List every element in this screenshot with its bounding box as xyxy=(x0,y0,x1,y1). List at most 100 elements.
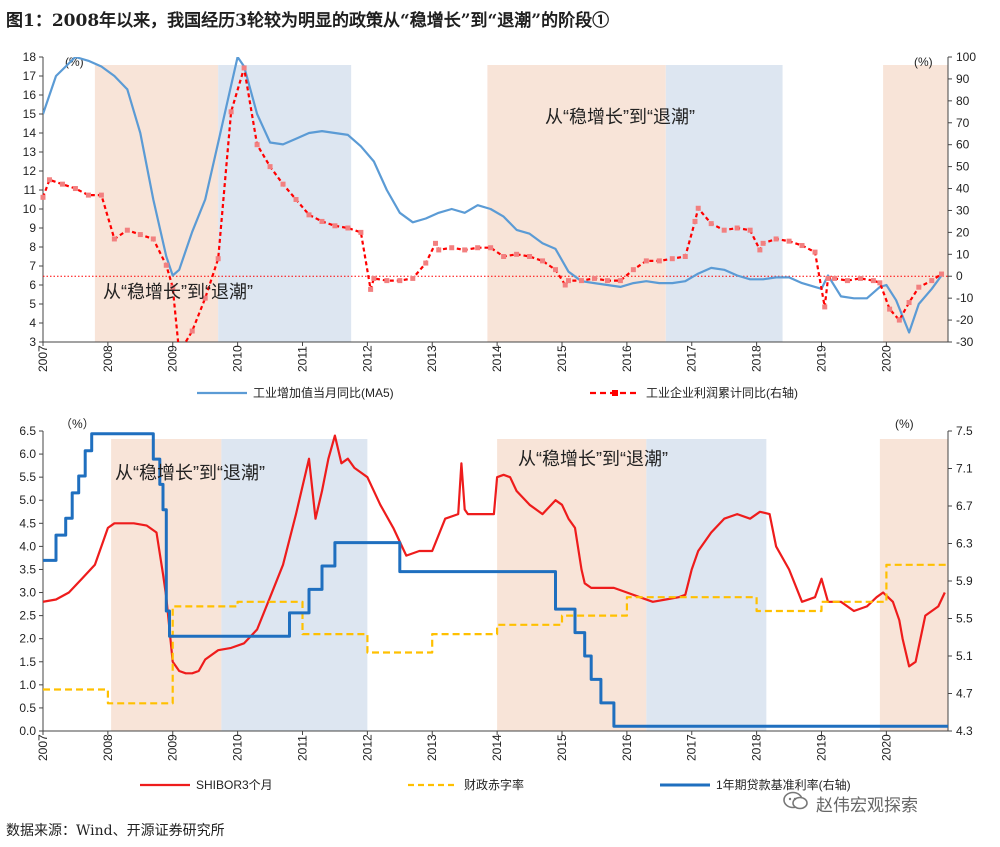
series-marker xyxy=(202,295,208,301)
left-tick-label: 4.5 xyxy=(19,516,36,530)
series-marker xyxy=(896,317,902,323)
series-marker xyxy=(59,181,65,187)
series-marker xyxy=(773,236,779,242)
left-tick-label: 3.5 xyxy=(19,562,36,576)
left-tick-label: 4 xyxy=(29,316,36,330)
x-tick-label: 2017 xyxy=(685,734,699,761)
top-panel: 3 4 5 6 7 8 9 10 11 12 13 14 15 16 17 18 -30 -20 -10 0 10 20 3… xyxy=(23,50,977,400)
series-marker xyxy=(280,181,286,187)
series-marker xyxy=(617,278,623,284)
series-marker xyxy=(241,65,247,71)
x-tick-label: 2015 xyxy=(555,345,569,372)
series-marker xyxy=(488,245,494,251)
left-tick-label: 5.0 xyxy=(19,493,36,507)
left-tick-label: 3.0 xyxy=(19,586,36,600)
x-tick-label: 2012 xyxy=(360,734,374,761)
series-marker xyxy=(630,267,636,273)
series-marker xyxy=(757,247,763,253)
left-tick-label: 15 xyxy=(23,107,37,121)
left-tick-label: 2.0 xyxy=(19,632,36,646)
series-marker xyxy=(760,240,766,246)
series-marker xyxy=(604,278,610,284)
legend-label: 1年期贷款基准利率(右轴) xyxy=(716,777,851,792)
series-marker xyxy=(332,223,338,229)
series-marker xyxy=(514,251,520,257)
series-marker xyxy=(553,267,559,273)
right-tick-label: 100 xyxy=(956,50,976,64)
x-tick-label: 2009 xyxy=(166,734,180,761)
watermark: 赵伟宏观探索 xyxy=(782,790,918,817)
series-marker xyxy=(682,254,688,259)
right-tick-label: -20 xyxy=(956,313,974,327)
right-tick-label: 80 xyxy=(956,94,970,108)
right-axis-unit: (%) xyxy=(895,417,914,431)
x-tick-label: 2009 xyxy=(166,345,180,372)
series-marker xyxy=(254,142,260,148)
series-line-0 xyxy=(43,434,946,675)
shaded-period-easing xyxy=(487,65,666,342)
right-tick-label: 5.5 xyxy=(956,612,973,626)
right-axis-unit: (%) xyxy=(914,55,933,69)
annotation-text: 从“稳增长”到“退潮” xyxy=(115,463,265,483)
x-tick-label: 2016 xyxy=(620,734,634,761)
series-marker xyxy=(345,225,351,231)
series-marker xyxy=(857,275,863,281)
series-marker xyxy=(708,221,714,227)
series-marker xyxy=(669,256,675,262)
left-tick-label: 6.5 xyxy=(19,424,36,438)
series-marker xyxy=(384,278,390,284)
wechat-icon xyxy=(782,790,810,817)
legend-label: SHIBOR3个月 xyxy=(196,778,273,792)
annotation-text: 从“稳增长”到“退潮” xyxy=(518,449,668,469)
x-tick-label: 2015 xyxy=(555,734,569,761)
series-marker xyxy=(870,278,876,284)
shaded-period-tightening xyxy=(646,439,767,731)
right-tick-label: 10 xyxy=(956,247,970,261)
series-marker xyxy=(215,256,221,262)
series-marker xyxy=(877,280,883,286)
series-marker xyxy=(939,271,945,277)
left-tick-label: 10 xyxy=(23,202,37,216)
series-marker xyxy=(799,243,805,249)
shaded-period-tightening xyxy=(665,65,783,342)
left-tick-label: 4.0 xyxy=(19,539,36,553)
series-marker xyxy=(540,258,546,264)
series-marker xyxy=(124,227,130,233)
x-tick-label: 2012 xyxy=(360,345,374,372)
series-marker xyxy=(692,218,698,224)
right-tick-label: 7.1 xyxy=(956,462,973,476)
left-tick-label: 6.0 xyxy=(19,447,36,461)
shaded-period-tightening xyxy=(218,65,352,342)
x-tick-label: 2011 xyxy=(295,346,309,372)
series-marker xyxy=(916,284,922,290)
series-line-1 xyxy=(43,563,948,705)
left-tick-label: 8 xyxy=(29,240,36,254)
x-tick-label: 2016 xyxy=(620,345,634,372)
shaded-period-tightening xyxy=(221,439,368,731)
series-marker xyxy=(475,245,481,251)
series-marker xyxy=(643,258,649,264)
x-tick-label: 2013 xyxy=(425,345,439,372)
left-tick-label: 12 xyxy=(23,164,37,178)
series-marker xyxy=(656,258,662,264)
series-marker xyxy=(306,212,312,218)
watermark-text: 赵伟宏观探索 xyxy=(816,796,918,816)
series-marker xyxy=(591,275,597,281)
series-marker xyxy=(822,304,828,310)
x-tick-label: 2010 xyxy=(231,734,245,761)
right-tick-label: 6.7 xyxy=(956,499,973,513)
series-marker xyxy=(72,186,78,192)
series-marker xyxy=(137,232,143,238)
x-tick-label: 2008 xyxy=(101,345,115,372)
series-line-0 xyxy=(43,57,943,334)
x-tick-label: 2019 xyxy=(814,734,828,761)
series-marker xyxy=(747,227,753,233)
series-marker xyxy=(368,286,374,292)
left-tick-label: 1.5 xyxy=(19,655,36,669)
x-tick-label: 2007 xyxy=(36,345,50,372)
bottom-panel: 0.0 0.5 1.0 1.5 2.0 2.5 3.0 3.5 4.0 4.5 5.0 5.5 6.0 6… xyxy=(19,417,973,792)
legend-label: 财政赤字率 xyxy=(464,777,524,792)
series-marker xyxy=(163,262,169,268)
series-marker xyxy=(46,177,52,183)
x-tick-label: 2020 xyxy=(879,345,893,372)
